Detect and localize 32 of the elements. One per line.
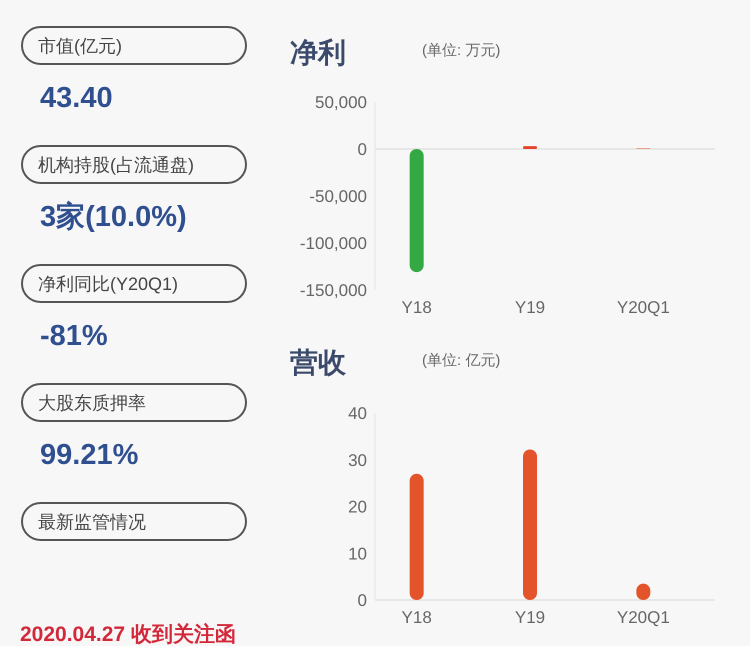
chart-subtitle: (单位: 亿元) xyxy=(422,352,500,369)
y-tick-label: -100,000 xyxy=(300,234,367,253)
chart-title: 净利 xyxy=(290,37,346,68)
y-tick-label: 10 xyxy=(348,544,367,564)
text: 43.40 xyxy=(40,82,113,114)
x-tick-label: Y18 xyxy=(402,298,432,317)
y-tick-label: -150,000 xyxy=(300,281,367,300)
text: 净利同比(Y20Q1) xyxy=(38,274,178,294)
text: 市值(亿元) xyxy=(38,36,122,56)
text: 大股东质押率 xyxy=(38,393,146,413)
chart-subtitle: (单位: 万元) xyxy=(422,42,500,59)
x-tick-label: Y19 xyxy=(514,608,546,627)
x-tick-label: Y20Q1 xyxy=(616,608,670,627)
y-tick-label: 30 xyxy=(348,450,367,470)
text: -81% xyxy=(40,320,108,352)
bar xyxy=(410,474,424,600)
text: 最新监管情况 xyxy=(38,512,146,532)
x-tick-label: Y19 xyxy=(514,298,546,317)
x-tick-label: Y20Q1 xyxy=(616,298,670,317)
y-tick-label: 50,000 xyxy=(315,93,367,112)
y-tick-label: 40 xyxy=(348,404,367,423)
y-tick-label: 0 xyxy=(358,140,367,159)
text: 机构持股(占流通盘) xyxy=(38,155,194,175)
text: 2020.04.27 收到关注函 xyxy=(20,622,236,646)
chart-title: 营收 xyxy=(289,347,347,378)
bar xyxy=(523,449,537,600)
x-tick-label: Y18 xyxy=(402,608,432,627)
y-tick-label: 0 xyxy=(358,591,367,610)
text: 99.21% xyxy=(40,439,139,471)
text: 3家(10.0%) xyxy=(40,200,187,233)
y-tick-label: 20 xyxy=(348,498,367,516)
y-tick-label: -50,000 xyxy=(309,187,367,206)
